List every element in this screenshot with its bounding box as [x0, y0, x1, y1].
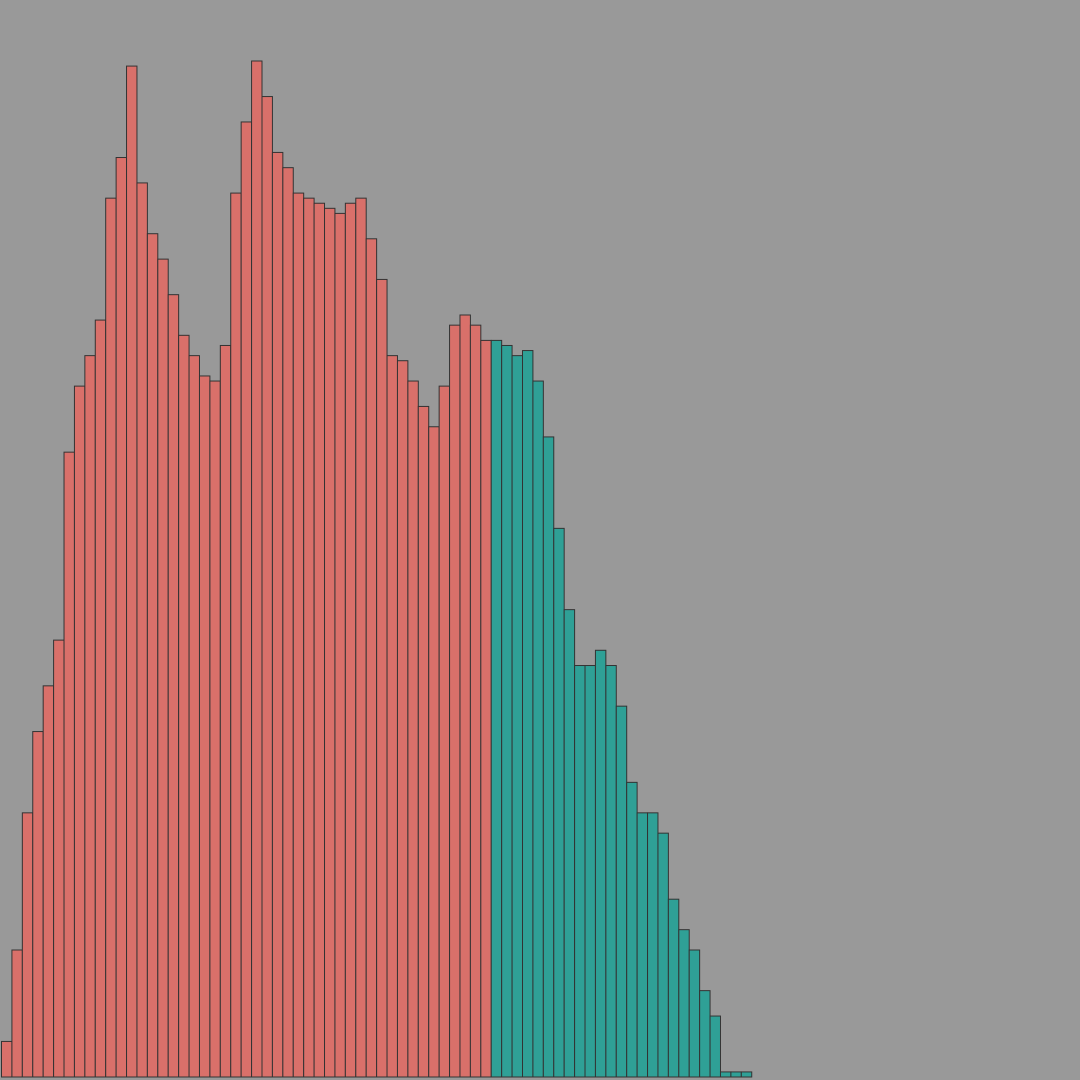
- histogram-bar-series-0: [449, 324, 461, 1078]
- histogram-bar-series-1: [553, 527, 565, 1078]
- histogram-bar-series-0: [53, 639, 65, 1078]
- histogram-bar-series-1: [615, 705, 628, 1078]
- histogram-bar-series-0: [105, 197, 117, 1078]
- histogram-bar-series-0: [355, 197, 367, 1078]
- histogram-bar-series-1: [740, 1071, 753, 1078]
- histogram-bar-series-0: [136, 182, 148, 1078]
- histogram-bar-series-1: [709, 1015, 721, 1078]
- histogram-bar-series-0: [459, 314, 471, 1078]
- histogram-bar-series-1: [657, 832, 669, 1078]
- histogram-bar-series-0: [469, 324, 482, 1078]
- histogram-bar-series-0: [94, 319, 107, 1078]
- histogram-bar-series-0: [126, 65, 138, 1078]
- histogram-bar-series-1: [574, 665, 586, 1078]
- histogram-bar-series-0: [417, 405, 430, 1078]
- histogram-bar-series-0: [261, 96, 273, 1078]
- histogram-bar-series-1: [699, 990, 711, 1078]
- histogram-bar-series-1: [678, 929, 690, 1078]
- histogram-bar-series-1: [688, 949, 701, 1078]
- histogram-bar-series-0: [146, 233, 159, 1078]
- histogram-bar-series-1: [511, 355, 524, 1078]
- histogram-bar-series-1: [594, 649, 607, 1078]
- histogram-bar-series-1: [563, 609, 576, 1078]
- histogram-bar-series-1: [626, 781, 638, 1078]
- histogram-bar-series-0: [251, 60, 263, 1078]
- histogram-bar-series-0: [480, 339, 492, 1078]
- histogram-bar-series-0: [365, 238, 378, 1078]
- histogram-bar-series-0: [386, 355, 398, 1078]
- histogram-bar-series-1: [584, 665, 596, 1078]
- histogram-bar-series-1: [532, 380, 544, 1078]
- histogram-bar-series-0: [115, 157, 128, 1078]
- histogram-bar-series-0: [32, 731, 44, 1078]
- histogram-bar-series-0: [84, 355, 96, 1078]
- histogram-bar-series-0: [376, 278, 388, 1078]
- histogram-bar-series-1: [522, 350, 534, 1078]
- histogram-bar-series-0: [438, 385, 451, 1078]
- histogram-bar-series-0: [219, 344, 232, 1078]
- histogram-bar-series-0: [73, 385, 86, 1078]
- histogram-bar-series-1: [730, 1071, 742, 1078]
- histogram-bar-series-0: [63, 451, 75, 1078]
- histogram-bar-series-0: [324, 207, 336, 1078]
- histogram-bar-series-1: [719, 1071, 732, 1078]
- histogram-bar-series-0: [334, 212, 346, 1078]
- histogram-bar-series-0: [407, 380, 419, 1078]
- histogram-bar-series-0: [428, 426, 440, 1078]
- histogram-bar-series-0: [313, 202, 326, 1078]
- histogram-bar-series-0: [271, 151, 284, 1078]
- histogram-bar-series-1: [605, 665, 617, 1078]
- histogram-bar-series-0: [1, 1040, 13, 1078]
- histogram-bar-series-1: [636, 812, 649, 1078]
- histogram-bar-series-0: [396, 360, 409, 1078]
- histogram-bar-series-0: [198, 375, 211, 1078]
- histogram-bar-series-0: [230, 192, 242, 1078]
- histogram-bar-series-0: [11, 949, 23, 1078]
- histogram-bar-series-0: [303, 197, 315, 1078]
- histogram-bar-series-1: [667, 898, 680, 1078]
- histogram-bar-series-1: [542, 436, 555, 1078]
- histogram-bar-series-0: [292, 192, 305, 1078]
- histogram-bar-series-1: [647, 812, 659, 1078]
- histogram-bar-series-0: [167, 294, 180, 1078]
- histogram-bar-series-0: [21, 812, 34, 1078]
- histogram-bar-series-0: [209, 380, 221, 1078]
- histogram-bar-series-1: [501, 344, 513, 1078]
- histogram-bar-series-0: [157, 258, 169, 1078]
- histogram-bar-series-0: [282, 167, 294, 1078]
- histogram-bar-series-1: [490, 339, 503, 1078]
- histogram-bar-series-0: [344, 202, 357, 1078]
- histogram-bar-series-0: [178, 334, 190, 1078]
- histogram-bar-series-0: [188, 355, 200, 1078]
- histogram-bar-series-0: [42, 685, 55, 1078]
- histogram-bar-series-0: [240, 121, 253, 1078]
